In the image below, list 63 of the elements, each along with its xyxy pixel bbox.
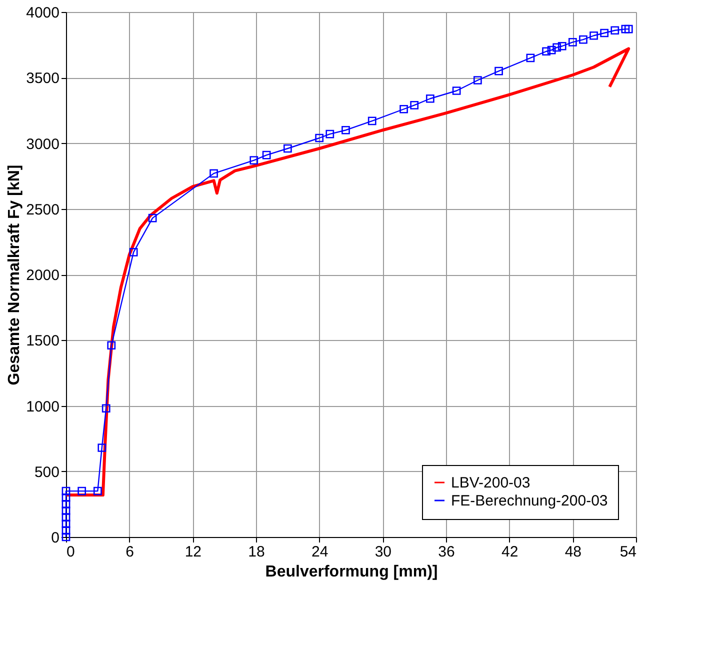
point	[93, 486, 102, 496]
point	[62, 486, 70, 496]
point	[210, 169, 218, 178]
point	[400, 104, 408, 114]
point	[98, 444, 106, 452]
point	[621, 24, 630, 34]
point	[250, 156, 258, 164]
point	[62, 513, 70, 522]
point	[315, 134, 324, 142]
point	[494, 66, 503, 76]
point	[552, 43, 562, 52]
x-tick-label: 36	[438, 544, 455, 560]
x-tick-label: 54	[620, 544, 636, 560]
y-tick-label: 3500	[26, 70, 60, 88]
x-tick-label: 12	[184, 544, 202, 560]
point	[579, 35, 588, 44]
point	[452, 86, 461, 95]
point	[262, 150, 271, 160]
y-axis-title: Gesamte Normalkraft Fy [kN]	[6, 164, 24, 386]
y-tick-label: 1000	[26, 398, 60, 416]
x-axis-title: Beulverformung [mm)]	[265, 564, 438, 580]
y-tick-label: 1500	[26, 332, 60, 350]
x-tick-label: 24	[311, 544, 328, 560]
point	[62, 493, 70, 502]
point	[62, 520, 70, 528]
point	[62, 500, 70, 508]
y-tick-label: 2500	[26, 201, 60, 218]
point	[410, 101, 419, 110]
y-tick-label: 500	[34, 464, 60, 481]
legend-label: LBV-200-03	[451, 474, 530, 492]
point	[624, 24, 633, 34]
point	[610, 26, 620, 35]
point	[590, 31, 598, 40]
point	[526, 54, 535, 62]
point	[107, 341, 116, 350]
point	[326, 130, 334, 138]
x-tick-label: 30	[374, 544, 392, 560]
x-tick-label: 48	[564, 544, 582, 560]
point	[342, 126, 350, 134]
point	[62, 506, 70, 515]
point	[129, 248, 138, 256]
point	[62, 526, 70, 535]
y-tick-label: 4000	[26, 4, 60, 22]
point	[148, 214, 157, 222]
point	[542, 47, 550, 56]
point	[600, 28, 609, 38]
x-tick-label: 0	[66, 544, 75, 560]
y-tick-label: 0	[51, 530, 60, 546]
y-tick-label: 2000	[26, 267, 60, 284]
point	[368, 116, 376, 126]
point	[78, 486, 86, 496]
x-tick-label: 6	[126, 544, 134, 560]
point	[473, 76, 482, 84]
point	[568, 38, 577, 46]
point	[102, 404, 110, 413]
y-tick-label: 3000	[26, 136, 60, 153]
point	[426, 94, 434, 103]
point	[283, 144, 292, 153]
legend-label: FE-Berechnung-200-03	[451, 492, 608, 510]
point	[547, 46, 556, 54]
x-tick-label: 18	[248, 544, 265, 560]
x-tick-label: 42	[501, 544, 518, 560]
point	[558, 42, 566, 50]
